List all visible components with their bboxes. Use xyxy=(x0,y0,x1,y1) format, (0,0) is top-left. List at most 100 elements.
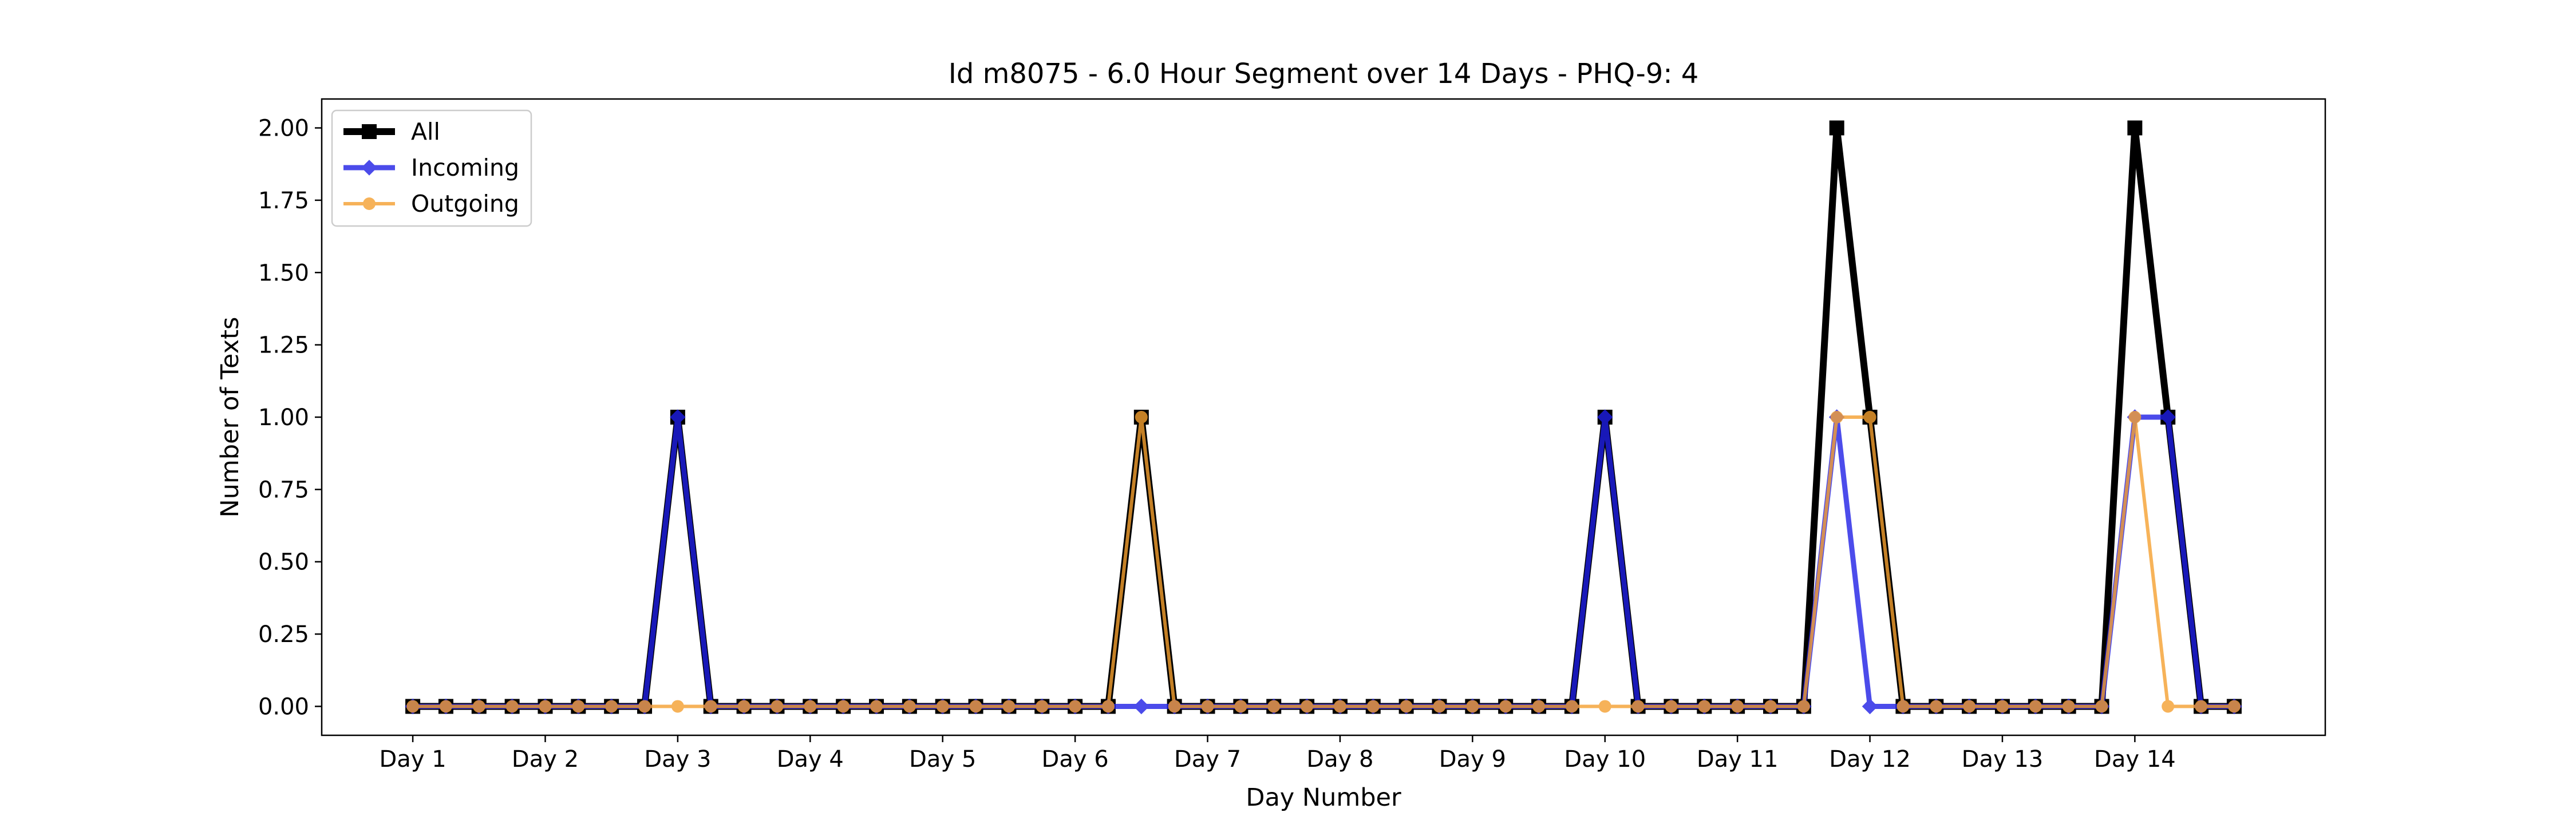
data-point xyxy=(1234,700,1247,713)
x-tick-label: Day 3 xyxy=(644,746,711,772)
data-point xyxy=(572,700,585,713)
data-point xyxy=(1631,700,1645,713)
data-point xyxy=(1665,700,1678,713)
data-point xyxy=(1597,409,1613,425)
data-point xyxy=(1598,700,1611,713)
x-tick-label: Day 9 xyxy=(1439,746,1506,772)
data-point xyxy=(936,700,949,713)
data-point xyxy=(1101,700,1115,713)
data-point xyxy=(671,700,684,713)
data-point xyxy=(2195,700,2208,713)
data-point xyxy=(1698,700,1711,713)
data-point xyxy=(1400,700,1413,713)
data-point xyxy=(837,700,850,713)
legend-item xyxy=(343,197,395,210)
data-point xyxy=(1930,700,1943,713)
legend-label: Outgoing xyxy=(411,190,519,217)
data-point xyxy=(1830,411,1843,423)
data-point xyxy=(2062,700,2075,713)
legend-label: All xyxy=(411,118,440,145)
x-tick-label: Day 10 xyxy=(1564,746,1646,772)
series-layer xyxy=(405,120,2242,715)
data-point xyxy=(1267,700,1281,713)
data-point xyxy=(1433,700,1446,713)
x-tick-label: Day 11 xyxy=(1697,746,1779,772)
data-point xyxy=(670,409,686,425)
data-point xyxy=(539,700,552,713)
y-axis-label: Number of Texts xyxy=(216,317,244,518)
data-point xyxy=(1301,700,1314,713)
data-point xyxy=(2128,411,2142,423)
data-point xyxy=(771,700,784,713)
data-point xyxy=(1731,700,1744,713)
x-tick-label: Day 2 xyxy=(512,746,579,772)
data-point xyxy=(406,700,420,713)
data-point xyxy=(505,700,519,713)
y-tick-label: 2.00 xyxy=(258,116,309,142)
data-point xyxy=(1002,700,1016,713)
data-point xyxy=(1863,411,1876,423)
y-tick-label: 1.00 xyxy=(258,405,309,431)
legend-marker xyxy=(361,160,377,176)
data-point xyxy=(1963,700,1976,713)
data-point xyxy=(1565,700,1578,713)
legend: All Incoming Outgoing xyxy=(331,109,532,227)
x-axis-label: Day Number xyxy=(1246,783,1401,812)
x-tick-label: Day 5 xyxy=(909,746,976,772)
x-tick-label: Day 6 xyxy=(1042,746,1109,772)
plot-area xyxy=(321,98,2326,736)
legend-marker xyxy=(363,197,376,210)
y-tick-label: 0.75 xyxy=(258,477,309,503)
legend-marker xyxy=(362,124,377,139)
data-point xyxy=(1499,700,1512,713)
x-tick-label: Day 7 xyxy=(1174,746,1241,772)
data-point xyxy=(2227,700,2241,713)
data-point xyxy=(1996,700,2009,713)
data-point xyxy=(2162,700,2175,713)
data-point xyxy=(969,700,982,713)
x-tick-label: Day 8 xyxy=(1306,746,1373,772)
y-tick-label: 1.50 xyxy=(258,260,309,286)
data-point xyxy=(1201,700,1214,713)
x-tick-label: Day 4 xyxy=(777,746,844,772)
data-point xyxy=(1764,700,1777,713)
chart-title: Id m8075 - 6.0 Hour Segment over 14 Days… xyxy=(949,58,1699,90)
legend-item xyxy=(343,124,395,139)
data-point xyxy=(1797,700,1810,713)
x-tick-label: Day 13 xyxy=(1962,746,2044,772)
legend-item xyxy=(343,160,395,176)
y-tick-label: 1.25 xyxy=(258,332,309,359)
y-tick-label: 0.00 xyxy=(258,694,309,720)
data-point xyxy=(472,700,485,713)
data-point xyxy=(2029,700,2042,713)
x-tick-label: Day 14 xyxy=(2094,746,2176,772)
data-point xyxy=(1829,120,1844,136)
data-point xyxy=(2095,700,2108,713)
data-point xyxy=(1366,700,1380,713)
data-point xyxy=(804,700,817,713)
data-point xyxy=(1862,698,1878,715)
data-point xyxy=(2127,120,2143,136)
data-point xyxy=(605,700,618,713)
x-axis: Day 1 Day 2 Day 3 Day 4 Day 5 Day 6 Day 7 Day 8… xyxy=(380,735,2176,772)
data-point xyxy=(1069,700,1082,713)
legend-label: Incoming xyxy=(411,154,519,181)
y-tick-label: 0.25 xyxy=(258,621,309,648)
data-point xyxy=(638,700,651,713)
data-point xyxy=(1532,700,1546,713)
data-point xyxy=(439,700,452,713)
y-axis: 0.00 0.25 0.50 0.75 1.00 1.25 1.50 1.75 2.00 xyxy=(258,116,322,720)
data-point xyxy=(903,700,916,713)
y-tick-label: 0.50 xyxy=(258,549,309,576)
data-point xyxy=(704,700,717,713)
data-point xyxy=(2160,409,2176,425)
data-point xyxy=(1168,700,1181,713)
data-point xyxy=(870,700,883,713)
data-point xyxy=(737,700,750,713)
series-outgoing xyxy=(406,411,2241,713)
legend-frame xyxy=(331,109,532,227)
data-point xyxy=(1333,700,1346,713)
x-tick-label: Day 12 xyxy=(1829,746,1911,772)
x-tick-label: Day 1 xyxy=(380,746,447,772)
